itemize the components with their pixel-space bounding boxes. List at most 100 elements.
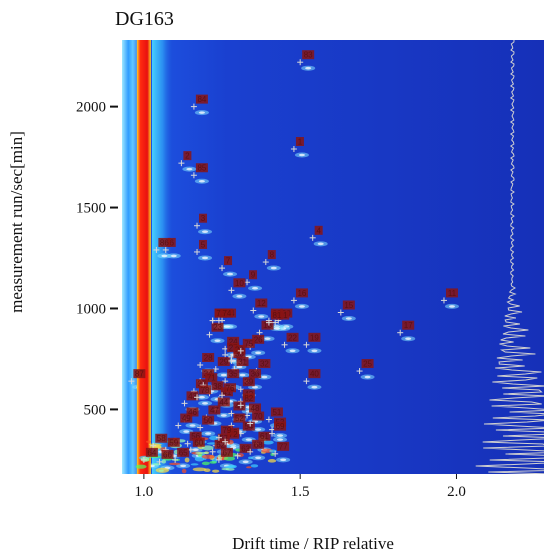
peak-glow-core (202, 256, 209, 260)
peak-glow-core (311, 385, 318, 389)
peak-label-box (249, 403, 262, 413)
peak-label-box (249, 270, 258, 280)
left-reactant-band (122, 40, 140, 474)
peak-label: 51 (272, 408, 281, 417)
peak-label-box (242, 377, 255, 387)
peak-label: 71 (207, 374, 216, 383)
peak-marker: 25 (356, 359, 374, 375)
peak-marker: 87 (128, 369, 146, 385)
peak-glow-core (205, 432, 212, 435)
peak-label-box (233, 413, 246, 423)
peak-marker: 79 (215, 425, 233, 441)
peak-label: 16 (297, 289, 306, 298)
peak-label-box (302, 50, 315, 60)
peak-label-box (295, 137, 304, 147)
peak-glow-core (405, 337, 412, 340)
peak-label: 8 (270, 251, 275, 260)
peak-marker: 21 (272, 310, 290, 326)
peak-marker: 64 (140, 447, 158, 463)
peak-label-box (220, 447, 233, 457)
peak-marker: 2 (178, 151, 192, 167)
peak-marker: 8 (262, 250, 276, 266)
peak-label: 9 (251, 271, 256, 280)
peak-label-box (270, 407, 283, 417)
peak-marker: 40 (303, 369, 321, 385)
peak-label: 61 (260, 432, 269, 441)
peak-label-box (158, 237, 171, 247)
cluster-spot (221, 467, 230, 471)
peak-marker: 65 (172, 447, 190, 463)
peak-marker: 68 (247, 439, 265, 455)
peak-label: 5 (201, 240, 206, 249)
peak-glow-core (189, 424, 196, 427)
peak-label-box (214, 308, 227, 318)
peak-label: 2 (185, 152, 190, 161)
peak-label-box (211, 322, 224, 332)
peak-label-box (202, 352, 215, 362)
peak-glow-core (258, 315, 265, 318)
peak-label: 49 (182, 414, 191, 423)
peak-label: 81 (272, 311, 281, 320)
peak-marker: 51 (265, 407, 283, 423)
peak-label-box (270, 310, 283, 320)
cluster-spot (267, 459, 277, 463)
peak-label: 38 (213, 382, 222, 391)
peak-glow-core (264, 337, 271, 340)
peak-marker: 50 (197, 415, 215, 431)
peak-label: 10 (235, 279, 244, 288)
peak-label-box (277, 310, 290, 320)
peak-label: 74 (222, 309, 231, 318)
peak-label-box (258, 359, 271, 369)
peak-label-box (233, 348, 246, 358)
peak-label-box (195, 94, 208, 104)
peak-marker: 77 (272, 441, 290, 457)
peak-marker: 86 (153, 237, 171, 253)
peak-label-box (227, 369, 240, 379)
cluster-spot (237, 453, 244, 458)
cluster-spot (250, 464, 259, 468)
peak-label: 60 (194, 438, 203, 447)
peak-glow-core (255, 428, 262, 431)
peak-marker: 22 (281, 332, 299, 348)
peak-label: 45 (235, 402, 244, 411)
peak-glow-core (298, 305, 305, 308)
peak-label-box (308, 332, 321, 342)
cluster-spot (140, 456, 150, 462)
peak-label: 31 (238, 358, 247, 367)
peak-label: 78 (201, 386, 210, 395)
peak-label-box (189, 431, 202, 441)
peak-label: 3 (201, 214, 206, 223)
peak-label-box (255, 298, 268, 308)
peak-label: 26 (254, 335, 263, 344)
heatmap-background (122, 40, 544, 474)
cluster-spot (152, 463, 162, 466)
cluster-spot (224, 465, 236, 468)
peak-label-box (249, 369, 262, 379)
peak-label-box (342, 300, 355, 310)
peak-marker: 15 (337, 300, 355, 316)
peak-label: 12 (257, 299, 266, 308)
peak-glow-core (270, 266, 277, 270)
peak-marker: 16 (290, 288, 308, 304)
peak-label: 54 (244, 422, 253, 431)
peak-glow-core (364, 375, 371, 379)
peak-label-box (183, 151, 192, 161)
peak-marker: 81 (265, 310, 283, 326)
peak-label: 6 (170, 238, 175, 247)
spectrum-trace (475, 40, 544, 474)
peak-glow-core (170, 254, 177, 258)
peak-marker: 75 (237, 338, 255, 354)
peak-marker: 35 (222, 369, 240, 385)
peak-marker: 10 (228, 278, 246, 294)
peak-marker: 3 (194, 213, 208, 229)
peak-label: 75 (244, 339, 253, 348)
peak-label-box (224, 256, 233, 266)
peak-marker: 62 (209, 439, 227, 455)
peak-label-box (195, 163, 208, 173)
peak-label: 37 (197, 380, 206, 389)
peak-marker: 28 (197, 352, 215, 368)
cluster-spot (190, 463, 199, 466)
peak-label: 41 (222, 388, 231, 397)
peak-label: 67 (222, 448, 231, 457)
peak-glow-core (180, 464, 187, 468)
